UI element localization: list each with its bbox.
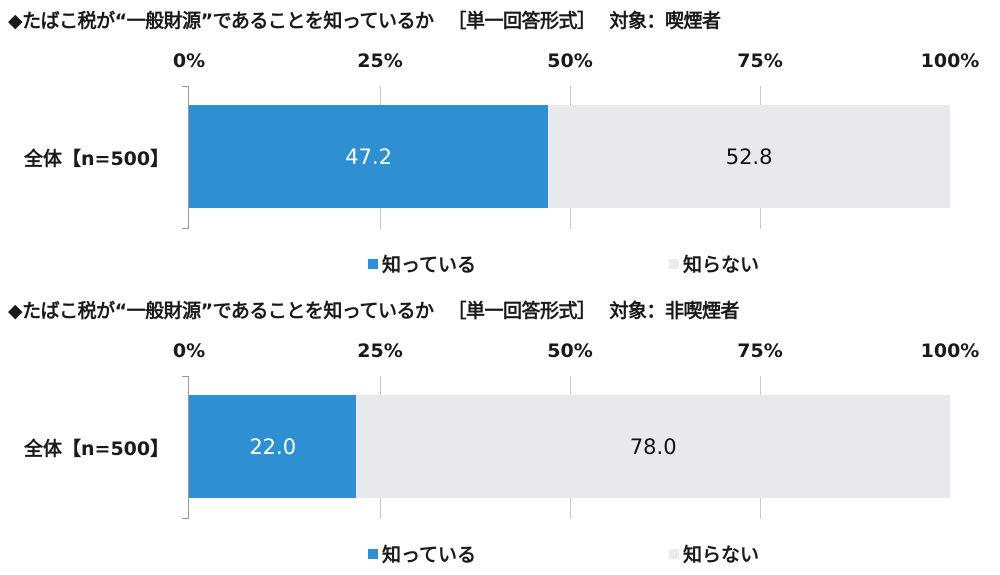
- value-label-unknown: 78.0: [629, 434, 677, 459]
- x-tick-25: 25%: [357, 340, 403, 362]
- legend: 知っている 知らない: [0, 540, 1000, 566]
- x-tick-50: 50%: [547, 50, 593, 72]
- x-tick-100: 100%: [920, 340, 980, 362]
- chart-panel-non-smokers: ◆たばこ税が“一般財源”であることを知っているか ［単一回答形式］ 対象：非喫煙者 …: [0, 290, 1000, 575]
- bar-segment-known: 47.2: [189, 105, 549, 208]
- legend-swatch-known: [368, 548, 378, 559]
- title-target: 対象：非喫煙者: [609, 300, 739, 322]
- chart-title: ◆たばこ税が“一般財源”であることを知っているか ［単一回答形式］ 対象：非喫煙者: [8, 296, 739, 323]
- title-format: ［単一回答形式］: [447, 300, 596, 322]
- legend-item-known: 知っている: [368, 250, 476, 277]
- legend-label-unknown: 知らない: [683, 544, 760, 566]
- chart-panel-smokers: ◆たばこ税が“一般財源”であることを知っているか ［単一回答形式］ 対象：喫煙者 0…: [0, 0, 1000, 285]
- category-label: 全体【n=500】: [24, 148, 170, 170]
- stacked-bar: 22.0 78.0: [189, 395, 950, 498]
- x-tick-0: 0%: [172, 50, 206, 72]
- legend-label-known: 知っている: [382, 254, 477, 276]
- legend-swatch-unknown: [669, 548, 679, 559]
- title-main: ◆たばこ税が“一般財源”であることを知っているか: [8, 300, 434, 322]
- value-label-unknown: 52.8: [725, 144, 773, 169]
- bar-segment-unknown: 78.0: [356, 395, 950, 498]
- x-tick-75: 75%: [737, 50, 783, 72]
- category-label: 全体【n=500】: [24, 438, 170, 460]
- legend: 知っている 知らない: [0, 250, 1000, 276]
- value-label-known: 22.0: [249, 434, 297, 459]
- stacked-bar: 47.2 52.8: [189, 105, 950, 208]
- legend-item-unknown: 知らない: [669, 540, 759, 567]
- chart-title: ◆たばこ税が“一般財源”であることを知っているか ［単一回答形式］ 対象：喫煙者: [8, 6, 721, 33]
- legend-swatch-known: [368, 258, 378, 269]
- legend-label-unknown: 知らない: [683, 254, 760, 276]
- legend-item-known: 知っている: [368, 540, 476, 567]
- title-main: ◆たばこ税が“一般財源”であることを知っているか: [8, 10, 434, 32]
- y-axis: [182, 376, 189, 519]
- x-tick-25: 25%: [357, 50, 403, 72]
- legend-label-known: 知っている: [382, 544, 477, 566]
- x-tick-100: 100%: [920, 50, 980, 72]
- legend-item-unknown: 知らない: [669, 250, 759, 277]
- legend-swatch-unknown: [669, 258, 679, 269]
- value-label-known: 47.2: [345, 144, 392, 169]
- x-tick-75: 75%: [737, 340, 783, 362]
- x-tick-50: 50%: [547, 340, 593, 362]
- title-format: ［単一回答形式］: [447, 10, 596, 32]
- bar-segment-known: 22.0: [189, 395, 357, 498]
- y-axis: [182, 86, 189, 229]
- x-tick-0: 0%: [172, 340, 206, 362]
- bar-segment-unknown: 52.8: [548, 105, 950, 208]
- title-target: 対象：喫煙者: [609, 10, 721, 32]
